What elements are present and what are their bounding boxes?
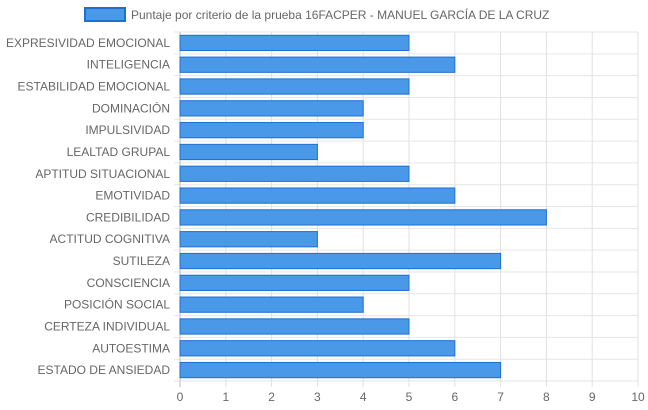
bar[interactable] — [179, 296, 364, 313]
y-tick-label: EXPRESIVIDAD EMOCIONAL — [6, 36, 170, 50]
y-tick-label: ACTITUD COGNITIVA — [50, 232, 170, 246]
bar[interactable] — [179, 34, 410, 52]
x-tick-label: 6 — [451, 390, 458, 404]
legend[interactable]: Puntaje por criterio de la prueba 16FACP… — [84, 7, 549, 22]
y-axis-labels: EXPRESIVIDAD EMOCIONAL INTELIGENCIA ESTABI… — [6, 36, 170, 377]
x-tick-label: 8 — [543, 390, 550, 404]
y-tick-label: APTITUD SITUACIONAL — [35, 167, 170, 181]
x-tick-label: 5 — [406, 390, 413, 404]
x-tick-label: 3 — [314, 390, 321, 404]
bar[interactable] — [179, 122, 364, 139]
y-tick-label: CREDIBILIDAD — [86, 210, 170, 224]
bar[interactable] — [179, 209, 547, 226]
bar[interactable] — [179, 165, 410, 182]
bar[interactable] — [179, 231, 318, 248]
bar[interactable] — [179, 361, 502, 379]
y-tick-label: INTELIGENCIA — [87, 58, 170, 72]
y-tick-label: CONSCIENCIA — [87, 276, 170, 290]
y-tick-label: POSICIÓN SOCIAL — [64, 297, 170, 312]
legend-swatch — [84, 7, 126, 22]
bar[interactable] — [179, 187, 456, 204]
bar[interactable] — [179, 100, 364, 117]
legend-label: Puntaje por criterio de la prueba 16FACP… — [131, 7, 549, 22]
x-tick-label: 0 — [177, 390, 184, 404]
y-tick-label: AUTOESTIMA — [92, 341, 170, 355]
bar[interactable] — [179, 340, 456, 357]
bar[interactable] — [179, 274, 410, 291]
bar[interactable] — [179, 252, 502, 270]
bar[interactable] — [179, 143, 318, 161]
bar[interactable] — [179, 56, 456, 73]
bar[interactable] — [179, 78, 410, 95]
bars — [179, 34, 547, 379]
x-tick-label: 2 — [268, 390, 275, 404]
x-tick-label: 7 — [497, 390, 504, 404]
y-tick-label: IMPULSIVIDAD — [85, 123, 170, 137]
y-tick-label: ESTABILIDAD EMOCIONAL — [18, 80, 171, 94]
y-tick-label: LEALTAD GRUPAL — [67, 145, 171, 159]
x-tick-label: 4 — [360, 390, 367, 404]
x-tick-label: 10 — [631, 390, 645, 404]
y-tick-label: EMOTIVIDAD — [95, 189, 170, 203]
x-tick-label: 1 — [222, 390, 229, 404]
bar[interactable] — [179, 318, 410, 335]
y-tick-label: ESTADO DE ANSIEDAD — [38, 363, 171, 377]
y-tick-label: DOMINACIÓN — [92, 100, 170, 115]
x-tick-label: 9 — [589, 390, 596, 404]
x-axis-labels: 0 1 2 3 4 5 6 7 8 9 10 — [177, 390, 645, 404]
y-tick-label: CERTEZA INDIVIDUAL — [44, 319, 170, 333]
y-tick-label: SUTILEZA — [113, 254, 170, 268]
